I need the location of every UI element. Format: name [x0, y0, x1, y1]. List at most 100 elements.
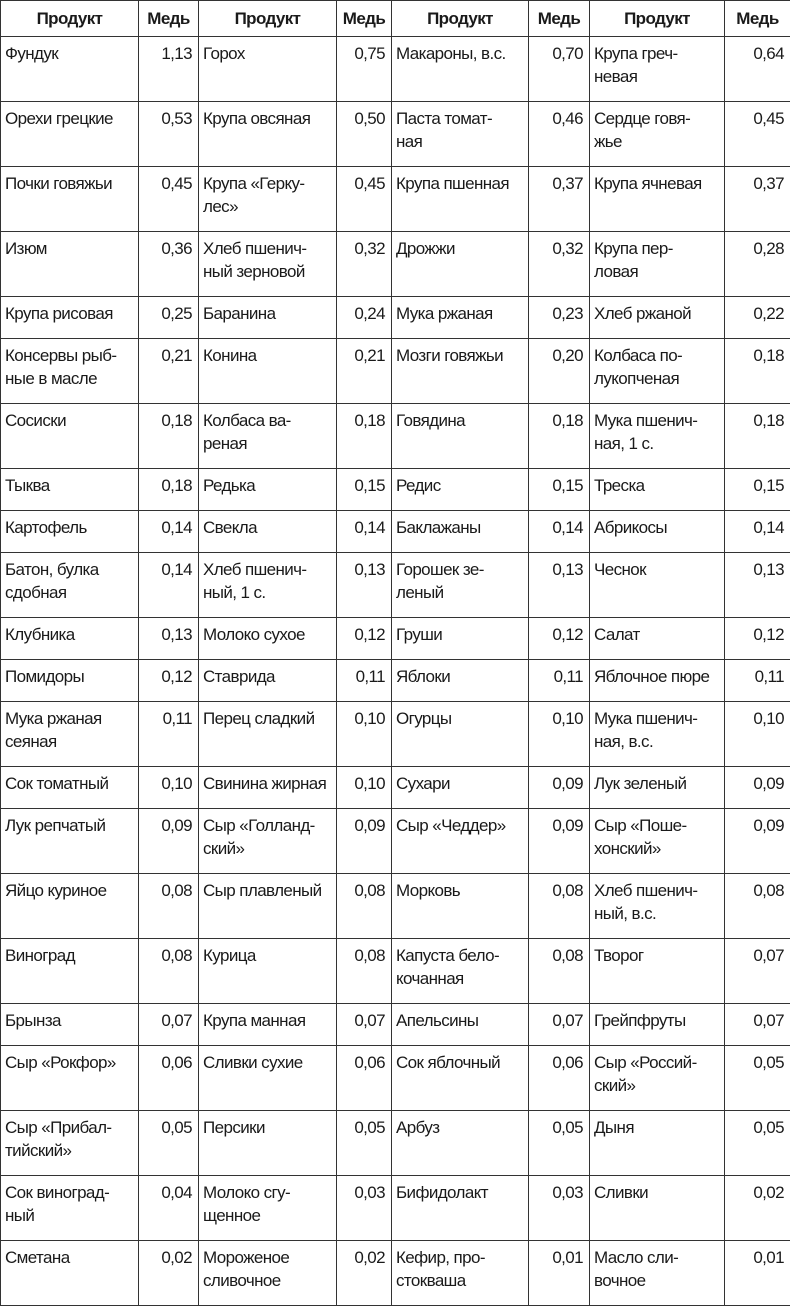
copper-value: 0,13 — [725, 553, 790, 618]
product-name: Капуста бело- кочанная — [392, 939, 529, 1004]
product-name: Абрикосы — [590, 511, 725, 553]
product-name: Крупа греч- невая — [590, 37, 725, 102]
product-name: Крупа рисовая — [1, 297, 139, 339]
copper-value: 0,09 — [529, 767, 590, 809]
header-product: Продукт — [392, 1, 529, 37]
product-name: Сыр «Чеддер» — [392, 809, 529, 874]
copper-value: 0,08 — [337, 874, 392, 939]
product-name: Сливки сухие — [199, 1046, 337, 1111]
copper-value: 0,13 — [139, 618, 199, 660]
copper-value: 0,75 — [337, 37, 392, 102]
product-name: Горошек зе- леный — [392, 553, 529, 618]
copper-value: 0,21 — [139, 339, 199, 404]
copper-value: 0,46 — [529, 102, 590, 167]
product-name: Свинина жирная — [199, 767, 337, 809]
copper-value: 0,18 — [139, 404, 199, 469]
product-name: Яблочное пюре — [590, 660, 725, 702]
product-name: Говядина — [392, 404, 529, 469]
header-copper: Медь — [337, 1, 392, 37]
product-name: Баклажаны — [392, 511, 529, 553]
copper-value: 0,14 — [139, 511, 199, 553]
product-name: Перец сладкий — [199, 702, 337, 767]
copper-value: 0,37 — [529, 167, 590, 232]
copper-value: 0,28 — [725, 232, 790, 297]
copper-value: 1,13 — [139, 37, 199, 102]
product-name: Колбаса ва- реная — [199, 404, 337, 469]
copper-value: 0,09 — [725, 767, 790, 809]
copper-value: 0,11 — [337, 660, 392, 702]
copper-value: 0,06 — [337, 1046, 392, 1111]
product-name: Мука пшенич- ная, 1 с. — [590, 404, 725, 469]
copper-value: 0,12 — [529, 618, 590, 660]
copper-value: 0,07 — [529, 1004, 590, 1046]
product-name: Огурцы — [392, 702, 529, 767]
product-name: Творог — [590, 939, 725, 1004]
product-name: Мука ржаная сеяная — [1, 702, 139, 767]
product-name: Лук репчатый — [1, 809, 139, 874]
product-name: Сыр «Голланд- ский» — [199, 809, 337, 874]
product-name: Крупа пер- ловая — [590, 232, 725, 297]
copper-value: 0,14 — [139, 553, 199, 618]
copper-value: 0,25 — [139, 297, 199, 339]
product-name: Сердце говя- жье — [590, 102, 725, 167]
product-name: Конина — [199, 339, 337, 404]
product-name: Орехи грецкие — [1, 102, 139, 167]
copper-value: 0,05 — [725, 1111, 790, 1176]
product-name: Изюм — [1, 232, 139, 297]
copper-value: 0,45 — [725, 102, 790, 167]
copper-value: 0,45 — [139, 167, 199, 232]
copper-value: 0,01 — [529, 1241, 590, 1306]
product-name: Брынза — [1, 1004, 139, 1046]
product-name: Сметана — [1, 1241, 139, 1306]
product-name: Кефир, про- стокваша — [392, 1241, 529, 1306]
product-name: Баранина — [199, 297, 337, 339]
copper-value: 0,14 — [337, 511, 392, 553]
copper-value: 0,22 — [725, 297, 790, 339]
product-name: Фундук — [1, 37, 139, 102]
product-name: Дрожжи — [392, 232, 529, 297]
copper-value: 0,37 — [725, 167, 790, 232]
product-name: Крупа овсяная — [199, 102, 337, 167]
copper-value: 0,10 — [529, 702, 590, 767]
product-name: Хлеб пшенич- ный зерновой — [199, 232, 337, 297]
copper-value: 0,08 — [337, 939, 392, 1004]
copper-value: 0,11 — [725, 660, 790, 702]
product-name: Батон, булка сдобная — [1, 553, 139, 618]
copper-value: 0,10 — [337, 767, 392, 809]
product-name: Хлеб ржаной — [590, 297, 725, 339]
copper-value: 0,18 — [139, 469, 199, 511]
copper-value: 0,07 — [337, 1004, 392, 1046]
copper-value: 0,18 — [725, 339, 790, 404]
copper-value: 0,32 — [529, 232, 590, 297]
copper-value: 0,24 — [337, 297, 392, 339]
product-name: Мозги говяжьи — [392, 339, 529, 404]
copper-value: 0,08 — [529, 874, 590, 939]
copper-value: 0,09 — [529, 809, 590, 874]
product-name: Сухари — [392, 767, 529, 809]
product-name: Тыква — [1, 469, 139, 511]
copper-value: 0,53 — [139, 102, 199, 167]
product-name: Свекла — [199, 511, 337, 553]
product-name: Дыня — [590, 1111, 725, 1176]
copper-value: 0,08 — [529, 939, 590, 1004]
product-name: Арбуз — [392, 1111, 529, 1176]
copper-value: 0,09 — [725, 809, 790, 874]
product-name: Крупа «Герку- лес» — [199, 167, 337, 232]
copper-value: 0,05 — [529, 1111, 590, 1176]
